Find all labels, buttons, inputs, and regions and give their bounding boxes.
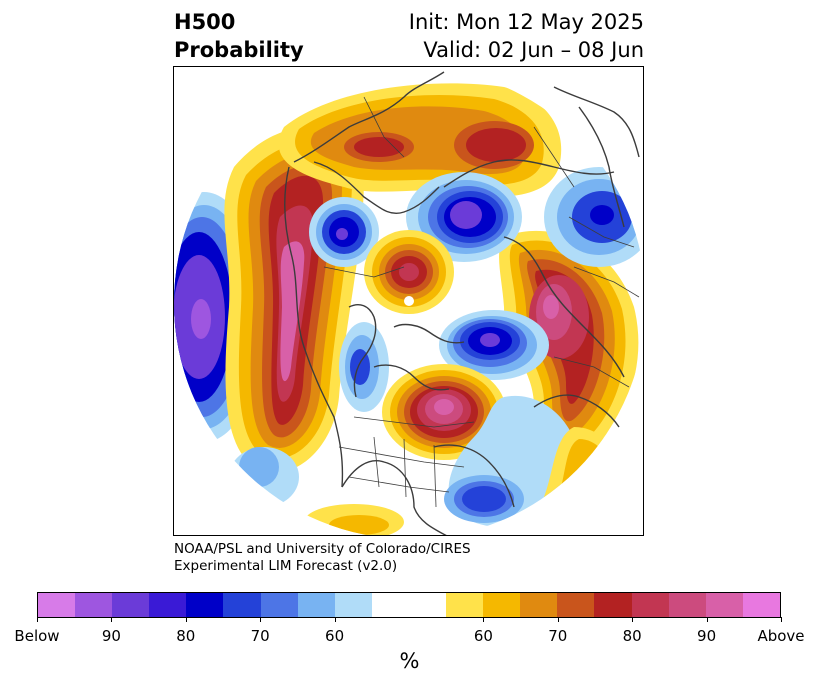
colorbar-segment (631, 593, 669, 617)
credit-text: NOAA/PSL and University of Colorado/CIRE… (174, 541, 471, 575)
colorbar-tick-mark (186, 617, 187, 622)
colorbar-segment (408, 593, 447, 617)
colorbar-segment (446, 593, 484, 617)
colorbar-tick-label: 90 (697, 627, 717, 645)
below-pacific-south (229, 447, 299, 507)
colorbar-tick-label: Above (757, 627, 805, 645)
colorbar-segment (149, 593, 187, 617)
init-date: Init: Mon 12 May 2025 (408, 10, 644, 34)
colorbar-tick-label: 60 (473, 627, 493, 645)
below-alaska (309, 197, 379, 267)
probability-map (173, 66, 644, 536)
colorbar-tick-label: 70 (548, 627, 568, 645)
colorbar-tick-mark (781, 617, 782, 622)
colorbar-segment (112, 593, 150, 617)
colorbar-segment (186, 593, 224, 617)
colorbar-segment (557, 593, 595, 617)
colorbar-segment (705, 593, 743, 617)
above-arctic (278, 83, 562, 197)
colorbar-tick-mark (37, 617, 38, 622)
below-west-canada (339, 322, 389, 412)
credit-line-1: NOAA/PSL and University of Colorado/CIRE… (174, 541, 471, 557)
colorbar-segment (742, 593, 780, 617)
colorbar-segment (297, 593, 335, 617)
colorbar-tick-label: 90 (101, 627, 121, 645)
valid-range: Valid: 02 Jun – 08 Jun (423, 38, 644, 62)
colorbar-tick-mark (260, 617, 261, 622)
colorbar-segment (223, 593, 261, 617)
colorbar-tick-mark (558, 617, 559, 622)
colorbar-tick-label: 80 (622, 627, 642, 645)
below-arctic-center (406, 172, 522, 262)
above-pole (364, 230, 454, 314)
colorbar (37, 592, 781, 618)
colorbar-segment (38, 593, 76, 617)
title-variable: H500 (174, 10, 236, 34)
date-info: Init: Mon 12 May 2025 Valid: 02 Jun – 08… (409, 8, 644, 64)
map-canvas (174, 67, 643, 535)
colorbar-segment (75, 593, 113, 617)
below-north-atlantic (439, 310, 549, 380)
colorbar-tick-label: 70 (250, 627, 270, 645)
colorbar-tick-labels: Below 90 80 70 60 60 70 80 90 Above (0, 627, 819, 647)
colorbar-tick-mark (335, 617, 336, 622)
colorbar-tick-label: Below (14, 627, 60, 645)
colorbar-segment (520, 593, 558, 617)
colorbar-tick-label: 60 (325, 627, 345, 645)
credit-line-2: Experimental LIM Forecast (v2.0) (174, 558, 398, 574)
colorbar-segment (594, 593, 632, 617)
political-borders (323, 96, 640, 508)
colorbar-tick-mark (707, 617, 708, 622)
colorbar-segment (334, 593, 372, 617)
title-product: Probability (174, 38, 304, 62)
colorbar-segment (260, 593, 298, 617)
map-title: H500 Probability (174, 8, 304, 64)
coastlines (284, 71, 640, 535)
colorbar-tick-mark (632, 617, 633, 622)
colorbar-tick-mark (111, 617, 112, 622)
colorbar-tick-label: 80 (176, 627, 196, 645)
anomaly-field (174, 67, 643, 535)
colorbar-segment (668, 593, 706, 617)
colorbar-tick-mark (483, 617, 484, 622)
colorbar-segment (371, 593, 409, 617)
colorbar-unit: % (399, 649, 420, 673)
colorbar-segment (483, 593, 521, 617)
